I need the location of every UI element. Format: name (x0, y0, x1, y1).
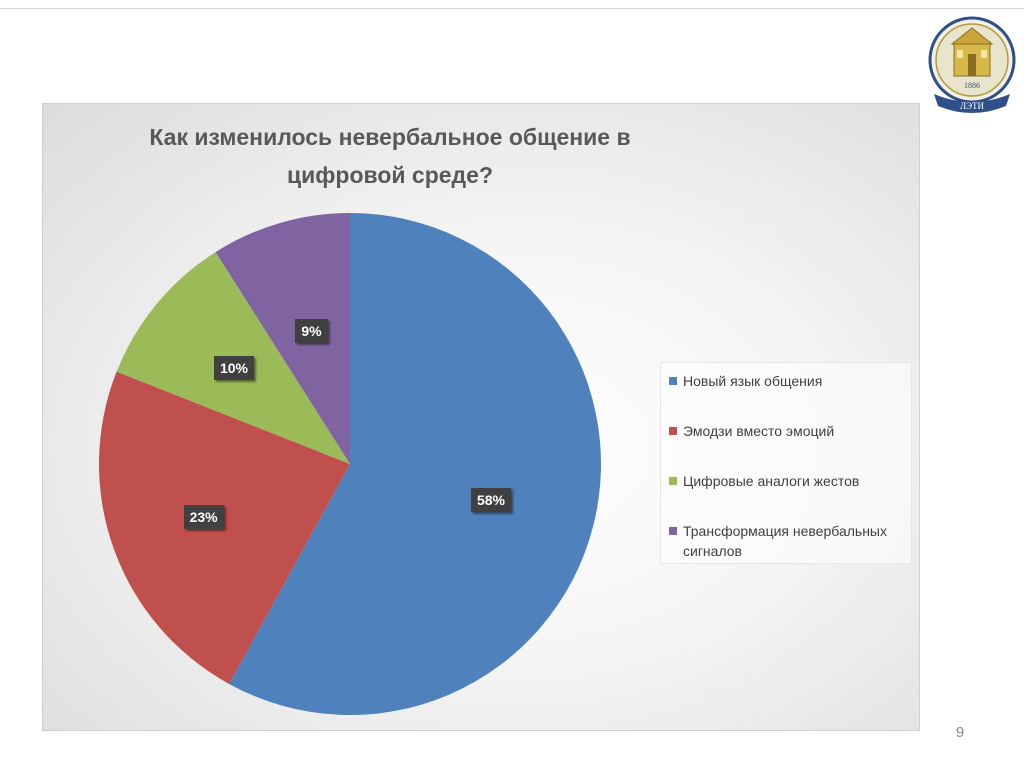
legend-item: Цифровые аналоги жестов (669, 471, 905, 491)
pie-slice (215, 213, 350, 464)
top-divider (0, 8, 1024, 9)
data-label: 23% (183, 504, 224, 529)
legend-swatch (669, 427, 677, 435)
chart-legend: Новый язык общения Эмодзи вместо эмоций … (660, 362, 912, 564)
page-number: 9 (955, 724, 965, 741)
chart-title-line-1: Как изменилось невербальное общение в (149, 124, 631, 150)
legend-item: Трансформация невербальных сигналов (669, 521, 905, 561)
data-label: 10% (213, 356, 254, 380)
legend-label: Трансформация невербальных сигналов (683, 523, 887, 559)
chart-title: Как изменилось невербальное общение в ци… (130, 118, 650, 194)
legend-label: Новый язык общения (683, 373, 823, 389)
data-label: 9% (295, 319, 328, 344)
legend-label: Цифровые аналоги жестов (683, 473, 860, 489)
svg-text:1886: 1886 (964, 81, 980, 90)
legend-swatch (669, 527, 677, 535)
legend-swatch (669, 477, 677, 485)
chart-title-line-2: цифровой среде? (287, 162, 493, 188)
legend-swatch (669, 377, 677, 385)
pie-slice (229, 213, 601, 716)
data-label: 58% (470, 488, 512, 513)
university-logo: 1886 ЛЭТИ (928, 16, 1016, 113)
legend-label: Эмодзи вместо эмоций (683, 423, 835, 439)
legend-item: Эмодзи вместо эмоций (669, 421, 905, 441)
legend-item: Новый язык общения (669, 371, 905, 391)
svg-text:ЛЭТИ: ЛЭТИ (960, 101, 985, 111)
pie-slice (99, 371, 350, 684)
